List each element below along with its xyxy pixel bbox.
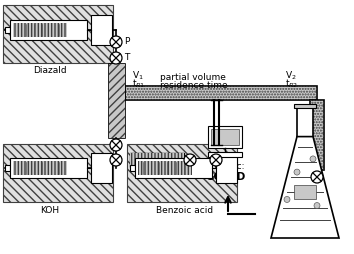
Bar	[5, 27, 10, 33]
Text: GC-FID: GC-FID	[206, 172, 246, 182]
Circle shape	[110, 52, 122, 64]
Bar	[13, 161, 67, 176]
Bar	[5, 165, 10, 171]
Text: P: P	[124, 38, 129, 46]
Bar	[130, 165, 135, 171]
Bar	[294, 104, 316, 108]
Bar	[208, 152, 242, 157]
Text: Diazald: Diazald	[33, 66, 67, 75]
Circle shape	[184, 154, 196, 166]
Bar	[211, 129, 239, 145]
Bar	[216, 153, 237, 183]
Bar	[91, 15, 112, 45]
Bar	[127, 144, 237, 202]
Text: t$_{R2}$: t$_{R2}$	[285, 77, 298, 90]
Circle shape	[110, 154, 122, 166]
Bar	[130, 153, 184, 167]
Text: V$_1$: V$_1$	[132, 70, 144, 82]
Text: V$_2$: V$_2$	[285, 70, 297, 82]
Bar	[135, 157, 212, 178]
Bar	[294, 185, 316, 199]
Circle shape	[110, 139, 122, 151]
Circle shape	[110, 36, 122, 48]
Bar	[310, 100, 324, 170]
Bar	[3, 144, 113, 202]
Text: t$_{R1}$: t$_{R1}$	[132, 77, 145, 90]
Text: T: T	[124, 54, 129, 62]
Polygon shape	[271, 137, 339, 238]
Bar	[10, 157, 87, 178]
Circle shape	[310, 156, 316, 162]
Text: partial volume: partial volume	[160, 73, 226, 82]
Bar	[13, 23, 67, 38]
Circle shape	[284, 196, 290, 202]
Circle shape	[314, 202, 320, 209]
Bar	[109, 64, 125, 138]
Circle shape	[311, 171, 323, 183]
Bar	[208, 126, 242, 148]
Text: Benzoic acid: Benzoic acid	[156, 206, 213, 215]
Circle shape	[294, 169, 300, 175]
Bar	[109, 64, 125, 138]
Bar	[3, 5, 113, 63]
Bar	[138, 161, 192, 176]
Bar	[130, 153, 184, 167]
Text: KOH: KOH	[40, 206, 59, 215]
Bar	[10, 20, 87, 40]
Text: Analytic:: Analytic:	[206, 162, 246, 171]
Polygon shape	[297, 108, 313, 137]
Bar	[310, 100, 324, 170]
Circle shape	[210, 154, 222, 166]
Bar	[125, 86, 317, 100]
Text: residence time: residence time	[160, 81, 228, 90]
Bar	[125, 86, 317, 100]
Bar	[91, 153, 112, 183]
